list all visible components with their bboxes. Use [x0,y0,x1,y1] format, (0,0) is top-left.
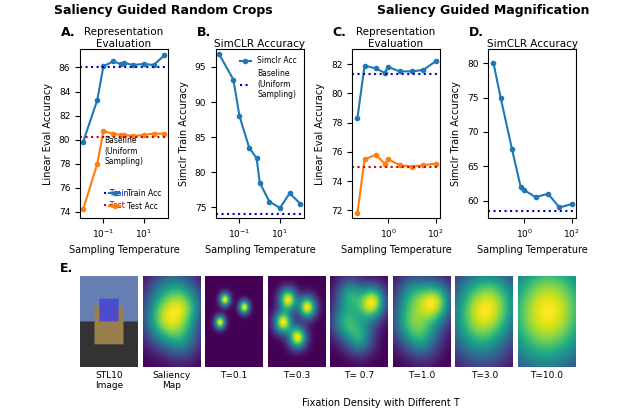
Text: D.: D. [469,26,484,39]
Line: Test Acc: Test Acc [81,129,166,211]
Train Acc [120,60,127,65]
Test Acc [120,132,127,137]
Simclr Acc [266,199,273,204]
X-axis label: T=1.0: T=1.0 [408,371,435,380]
X-axis label: Sampling Temperature: Sampling Temperature [340,246,451,255]
Train Acc [93,98,101,103]
Simclr Acc [256,180,264,185]
Simclr Acc [296,201,304,206]
Y-axis label: Linear Eval Accuracy: Linear Eval Accuracy [44,82,53,185]
Train Acc [109,59,117,64]
Train Acc [79,140,87,145]
X-axis label: T=0.3: T=0.3 [283,371,310,380]
Test Acc [150,131,157,136]
X-axis label: Saliency
Map: Saliency Map [152,371,191,390]
Y-axis label: Linear Eval Accuracy: Linear Eval Accuracy [316,82,325,185]
Test Acc [161,131,168,136]
Text: E.: E. [60,262,73,274]
X-axis label: T= 0.7: T= 0.7 [344,371,374,380]
Test Acc [79,207,87,212]
Simclr Acc [245,145,253,150]
Text: Train: Train [104,189,128,198]
X-axis label: T=3.0: T=3.0 [471,371,498,380]
Text: Saliency Guided Magnification: Saliency Guided Magnification [377,5,589,17]
Y-axis label: Simclr Train Accuracy: Simclr Train Accuracy [179,81,189,186]
X-axis label: T=10.0: T=10.0 [531,371,564,380]
Train Acc [161,53,168,58]
Train Acc [150,63,157,68]
Text: Baseline
(Uniform
Sampling): Baseline (Uniform Sampling) [104,136,143,166]
Simclr Acc [253,156,260,161]
Text: A.: A. [61,26,76,39]
Simclr Acc [216,52,223,57]
Title: Representation
Evaluation: Representation Evaluation [356,27,436,49]
Line: Simclr Acc: Simclr Acc [217,52,302,210]
Simclr Acc [236,114,243,119]
Test Acc [93,161,101,166]
Test Acc [100,129,108,133]
Text: Fixation Density with Different T: Fixation Density with Different T [302,398,460,408]
Legend: Simclr Acc, Baseline
(Uniform
Sampling): Simclr Acc, Baseline (Uniform Sampling) [237,53,300,102]
Simclr Acc [276,206,284,211]
Line: Train Acc: Train Acc [81,54,166,144]
Y-axis label: Simclr Train Accuracy: Simclr Train Accuracy [451,81,461,186]
X-axis label: STL10
Image: STL10 Image [95,371,123,390]
Title: SimCLR Accuracy: SimCLR Accuracy [486,39,578,49]
Title: SimCLR Accuracy: SimCLR Accuracy [214,39,305,49]
Text: B.: B. [196,26,211,39]
X-axis label: Sampling Temperature: Sampling Temperature [477,246,588,255]
Train Acc [116,61,124,66]
Text: Test: Test [104,201,124,210]
Test Acc [140,132,148,137]
Test Acc [116,132,124,137]
Legend: Train Acc, Test Acc: Train Acc, Test Acc [106,186,164,214]
X-axis label: Sampling Temperature: Sampling Temperature [68,246,179,255]
Title: Representation
Evaluation: Representation Evaluation [84,27,163,49]
Test Acc [129,133,137,138]
Simclr Acc [286,191,294,196]
X-axis label: T=0.1: T=0.1 [221,371,248,380]
Baseline
(Uniform
Sampling) [256,212,264,217]
Text: Saliency Guided Random Crops: Saliency Guided Random Crops [54,5,273,17]
X-axis label: Sampling Temperature: Sampling Temperature [205,246,316,255]
Simclr Acc [230,77,237,82]
Train Acc [100,64,108,69]
Test Acc [109,131,117,136]
Text: C.: C. [333,26,347,39]
Train Acc [140,61,148,66]
Train Acc [129,63,137,68]
